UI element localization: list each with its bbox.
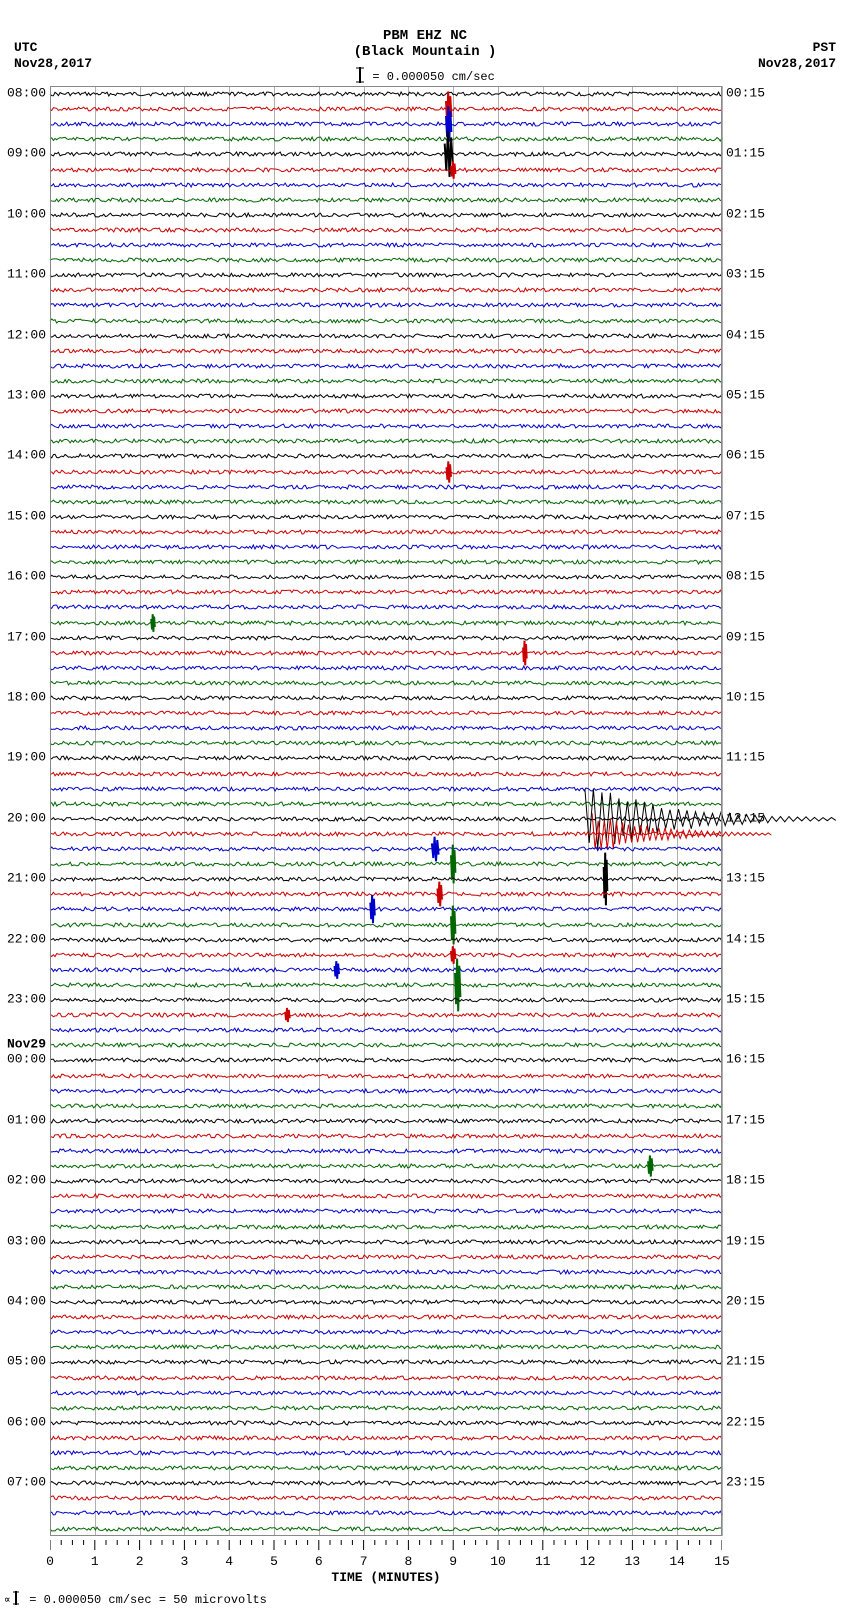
utc-time-label: 21:00 [7,871,50,886]
pst-time-label: 15:15 [722,992,765,1007]
x-tick-label: 9 [449,1554,457,1569]
location-title: (Black Mountain ) [0,44,850,60]
pst-time-label: 21:15 [722,1354,765,1369]
pst-time-label: 09:15 [722,629,765,644]
pst-time-label: 16:15 [722,1052,765,1067]
utc-time-label: 06:00 [7,1414,50,1429]
utc-time-label: 00:00 [7,1052,50,1067]
footer-scale: ∝ = 0.000050 cm/sec = 50 microvolts [4,1589,267,1607]
utc-time-label: 20:00 [7,810,50,825]
utc-time-label: 02:00 [7,1173,50,1188]
pst-time-label: 18:15 [722,1173,765,1188]
x-tick-label: 10 [490,1554,506,1569]
pst-time-label: 23:15 [722,1475,765,1490]
pst-time-label: 08:15 [722,569,765,584]
pst-time-label: 14:15 [722,931,765,946]
utc-time-label: 03:00 [7,1233,50,1248]
pst-time-label: 04:15 [722,327,765,342]
x-tick-label: 8 [404,1554,412,1569]
utc-time-label: 16:00 [7,569,50,584]
x-tick-label: 2 [136,1554,144,1569]
utc-time-label: 13:00 [7,388,50,403]
date-change-label: Nov29 [7,1037,50,1052]
x-tick-label: 0 [46,1554,54,1569]
pst-time-label: 13:15 [722,871,765,886]
utc-time-label: 08:00 [7,86,50,101]
pst-time-label: 02:15 [722,206,765,221]
pst-time-label: 03:15 [722,267,765,282]
station-title: PBM EHZ NC [0,28,850,44]
pst-time-label: 20:15 [722,1294,765,1309]
pst-time-label: 12:15 [722,810,765,825]
x-tick-label: 6 [315,1554,323,1569]
svg-text:∝: ∝ [4,1595,11,1605]
footer-scale-text: = 0.000050 cm/sec = 50 microvolts [29,1593,267,1607]
pst-time-label: 01:15 [722,146,765,161]
utc-time-label: 01:00 [7,1112,50,1127]
utc-time-label: 05:00 [7,1354,50,1369]
x-tick-label: 11 [535,1554,551,1569]
utc-time-label: 14:00 [7,448,50,463]
utc-time-label: 07:00 [7,1475,50,1490]
utc-time-label: 15:00 [7,508,50,523]
pst-time-label: 22:15 [722,1414,765,1429]
utc-time-label: 22:00 [7,931,50,946]
date-left: Nov28,2017 [14,56,92,71]
x-tick-label: 5 [270,1554,278,1569]
utc-time-label: 12:00 [7,327,50,342]
pst-time-label: 17:15 [722,1112,765,1127]
pst-time-label: 07:15 [722,508,765,523]
x-axis-title: TIME (MINUTES) [50,1570,722,1585]
utc-time-label: 09:00 [7,146,50,161]
date-right: Nov28,2017 [758,56,836,71]
pst-time-label: 19:15 [722,1233,765,1248]
x-tick-label: 4 [225,1554,233,1569]
trace-row [50,1521,722,1536]
utc-time-label: 04:00 [7,1294,50,1309]
utc-time-label: 17:00 [7,629,50,644]
utc-time-label: 11:00 [7,267,50,282]
helicorder-plot: 08:0000:1509:0001:1510:0002:1511:0003:15… [50,86,722,1536]
x-tick-label: 3 [180,1554,188,1569]
pst-time-label: 05:15 [722,388,765,403]
x-tick-label: 1 [91,1554,99,1569]
pst-time-label: 11:15 [722,750,765,765]
tz-left: UTC [14,40,37,55]
scale-bar-icon: ∝ [4,1595,29,1609]
utc-time-label: 18:00 [7,690,50,705]
pst-time-label: 10:15 [722,690,765,705]
utc-time-label: 10:00 [7,206,50,221]
pst-time-label: 06:15 [722,448,765,463]
x-tick-label: 14 [669,1554,685,1569]
utc-time-label: 19:00 [7,750,50,765]
x-tick-label: 15 [714,1554,730,1569]
pst-time-label: 00:15 [722,86,765,101]
x-axis: TIME (MINUTES) 0123456789101112131415 [50,1540,722,1580]
x-tick-label: 7 [360,1554,368,1569]
utc-time-label: 23:00 [7,992,50,1007]
x-tick-label: 13 [625,1554,641,1569]
tz-right: PST [813,40,836,55]
x-tick-label: 12 [580,1554,596,1569]
